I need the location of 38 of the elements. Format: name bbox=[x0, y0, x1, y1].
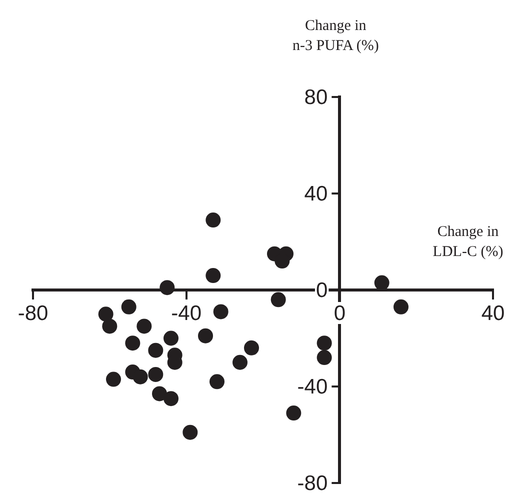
point bbox=[270, 292, 286, 308]
point bbox=[316, 336, 332, 351]
point bbox=[121, 299, 136, 314]
x-tick-label: -40 bbox=[171, 302, 202, 325]
point bbox=[182, 424, 198, 440]
point bbox=[198, 328, 213, 344]
x-tick-label: 0 bbox=[334, 302, 346, 325]
point bbox=[152, 386, 167, 402]
point bbox=[213, 304, 228, 320]
point bbox=[316, 350, 332, 366]
point bbox=[160, 280, 175, 296]
y-tick-label: -80 bbox=[297, 472, 328, 493]
point bbox=[286, 406, 302, 421]
point bbox=[98, 306, 114, 322]
point bbox=[102, 318, 118, 334]
point bbox=[106, 372, 121, 387]
point bbox=[374, 275, 390, 290]
point bbox=[210, 374, 224, 390]
y-tick-label: 40 bbox=[304, 182, 328, 206]
point bbox=[148, 366, 164, 382]
y-tick-label: 80 bbox=[304, 86, 328, 109]
point bbox=[206, 212, 221, 228]
point bbox=[164, 391, 178, 406]
point bbox=[232, 354, 248, 370]
x-tick-label: 40 bbox=[481, 302, 505, 325]
point bbox=[136, 318, 152, 334]
point bbox=[125, 336, 140, 351]
point bbox=[132, 369, 148, 384]
y-axis-title: Change in n-3 PUFA (%) bbox=[292, 18, 379, 54]
x-axis-title: Change in LDL-C (%) bbox=[432, 224, 504, 260]
x-tick-label: -80 bbox=[18, 302, 48, 325]
y-tick-label: 0 bbox=[316, 278, 328, 302]
y-tick-label: -40 bbox=[297, 375, 328, 398]
point bbox=[394, 299, 408, 314]
point bbox=[148, 342, 164, 358]
point bbox=[244, 340, 259, 356]
point bbox=[206, 268, 221, 284]
point bbox=[164, 330, 178, 346]
